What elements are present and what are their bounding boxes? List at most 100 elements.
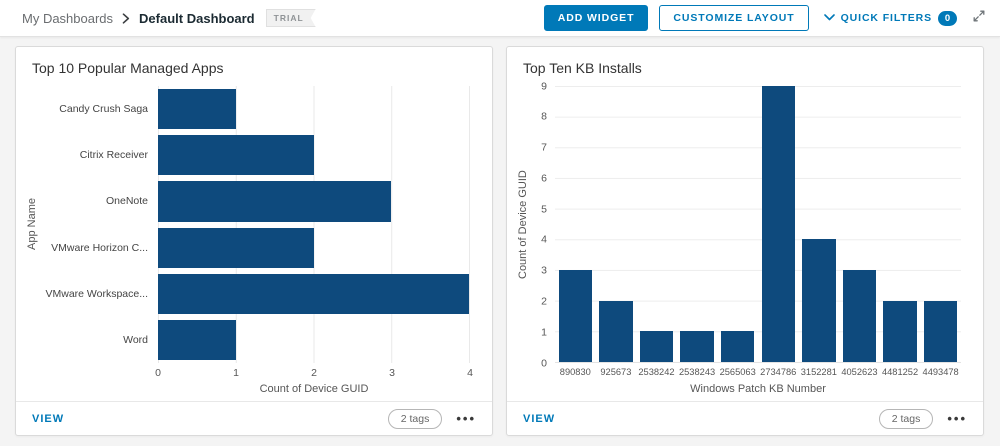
expand-dashboard-button[interactable] [972,9,986,28]
widget-kb-installs: Top Ten KB Installs Count of Device GUID… [506,46,984,436]
quick-filters-toggle[interactable]: QUICK FILTERS 0 [823,10,957,26]
bar-slot [677,86,718,362]
tick-label: 4052623 [841,367,878,377]
managed-apps-chart: App Name Candy Crush Saga Citrix Receiver… [24,86,473,401]
widget-footer: VIEW 2 tags ••• [507,401,983,435]
tick-label: 2734786 [760,367,797,377]
category-label: VMware Horizon C... [51,241,148,254]
tick-label: 2538242 [638,367,675,377]
bar[interactable] [639,331,674,362]
add-widget-button[interactable]: ADD WIDGET [543,5,649,31]
bar-slot [839,86,880,362]
x-axis-title: Windows Patch KB Number [690,383,826,395]
bar[interactable] [802,239,836,362]
category-label: VMware Workspace... [45,287,148,300]
breadcrumb-parent-link[interactable]: My Dashboards [22,10,114,26]
bar-slot [158,86,469,132]
chevron-right-icon [122,13,130,24]
expand-icon [972,9,986,28]
widget-managed-apps: Top 10 Popular Managed Apps App Name Can… [15,46,493,436]
tick-label: 4 [541,233,547,246]
trial-badge: TRIAL [266,9,316,27]
bar-slot [920,86,961,362]
bar-slot [799,86,840,362]
tick-label: 2 [311,367,317,379]
tick-label: 4481252 [881,367,919,377]
overflow-menu-button[interactable]: ••• [456,411,476,426]
tick-label: 7 [541,141,547,154]
kb-plot-area [555,86,961,363]
bar[interactable] [158,135,314,176]
bar-slot [158,178,469,224]
dashboard-content: Top 10 Popular Managed Apps App Name Can… [0,37,1000,436]
y-axis-title: Count of Device GUID [517,170,529,279]
tick-label: 9 [541,79,547,92]
bar-slot [158,132,469,178]
y-axis-title: App Name [26,198,38,251]
bar-slot [880,86,921,362]
bar[interactable] [842,270,877,362]
tick-label: 4 [467,367,473,379]
bar[interactable] [761,86,795,362]
tick-label: 890830 [559,367,591,377]
tick-label: 2565063 [719,367,756,377]
bar-slot [555,86,596,362]
bar-slot [758,86,799,362]
tick-label: 3152281 [800,367,837,377]
quick-filters-count-badge: 0 [938,10,957,26]
apps-category-labels: Candy Crush Saga Citrix Receiver OneNote VM… [40,86,158,363]
overflow-menu-button[interactable]: ••• [947,411,967,426]
category-label: Candy Crush Saga [59,103,148,116]
bar-slot [596,86,637,362]
apps-plot-area [158,86,470,363]
tick-label: 4493478 [922,367,959,377]
view-link[interactable]: VIEW [32,412,65,425]
bar[interactable] [721,331,755,362]
bar[interactable] [158,89,236,130]
tick-label: 1 [541,325,547,338]
bar[interactable] [599,300,633,362]
tick-label: 2538243 [678,367,716,377]
tags-pill[interactable]: 2 tags [387,408,443,429]
view-link[interactable]: VIEW [523,412,556,425]
tick-label: 8 [541,110,547,123]
tick-label: 1 [233,367,239,379]
bar[interactable] [158,319,236,361]
bar[interactable] [158,227,314,268]
tick-label: 3 [389,367,395,379]
quick-filters-label: QUICK FILTERS [840,12,932,24]
tick-label: 2 [541,295,547,308]
tick-label: 5 [541,202,547,215]
tick-label: 925673 [600,367,632,377]
kb-y-axis-ticks: 0 1 2 3 4 5 6 7 8 9 [531,81,555,368]
chevron-down-icon [823,12,835,24]
category-label: Citrix Receiver [79,149,148,162]
bar[interactable] [158,181,392,222]
bar[interactable] [558,270,592,362]
breadcrumb-current: Default Dashboard [139,10,255,26]
kb-installs-chart: Count of Device GUID 0 1 2 3 4 5 6 7 8 9 890830 92… [515,81,961,401]
top-bar: My Dashboards Default Dashboard TRIAL AD… [0,0,1000,37]
category-label: Word [123,333,148,346]
customize-layout-button[interactable]: CUSTOMIZE LAYOUT [659,5,809,31]
breadcrumb: My Dashboards Default Dashboard TRIAL [22,9,316,27]
tick-label: 0 [155,367,161,379]
bar-slot [158,225,469,271]
widget-title: Top Ten KB Installs [523,60,642,76]
bar-slot [636,86,677,362]
bar-slot [717,86,758,362]
header-actions: ADD WIDGET CUSTOMIZE LAYOUT QUICK FILTER… [543,5,986,31]
bar[interactable] [680,331,714,362]
x-axis-title: Count of Device GUID [259,383,369,395]
bar[interactable] [883,300,917,362]
tick-label: 6 [541,172,547,185]
tick-label: 0 [541,356,547,369]
apps-x-axis-ticks: 0 1 2 3 4 [155,363,473,380]
tags-pill[interactable]: 2 tags [878,408,934,429]
widget-footer: VIEW 2 tags ••• [16,401,492,435]
bar-slot [158,317,469,363]
widget-title: Top 10 Popular Managed Apps [32,60,224,76]
bar-slot [158,271,469,317]
bar[interactable] [924,300,958,362]
bar[interactable] [158,273,469,314]
